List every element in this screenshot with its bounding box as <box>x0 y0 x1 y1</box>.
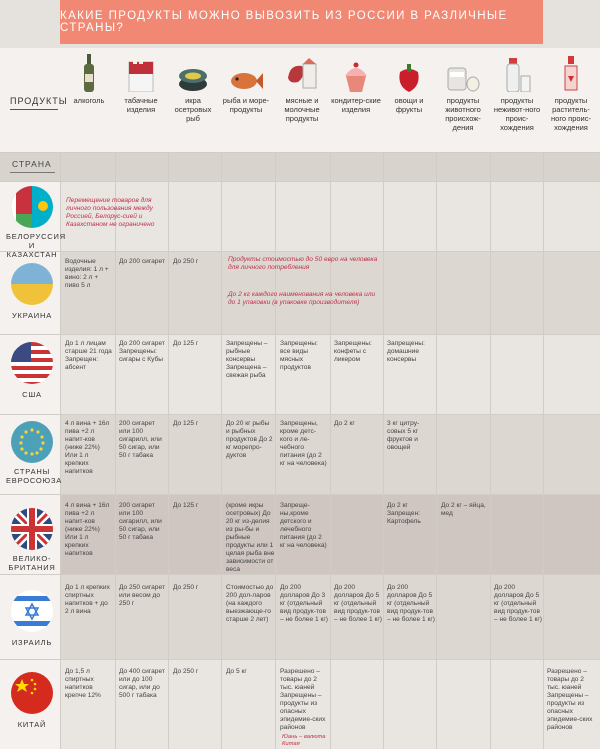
cell-usa-tobacco: До 200 сигарет Запрещены: сигары с Кубы <box>119 340 165 363</box>
cell-israel-sweets: До 200 долларов До 5 кг (отдельный вид п… <box>334 584 382 623</box>
pepper-icon <box>392 54 426 92</box>
cell-uk-caviar: До 125 г <box>173 502 199 509</box>
column-plant: продукты раститель-ного проис-хождения <box>545 54 597 132</box>
page-title: Какие продукты можно вывозить из России … <box>60 0 543 44</box>
column-meat-milk: мясные и молочные продукты <box>274 54 330 123</box>
ukraine-flag-icon <box>11 263 53 305</box>
cell-uk-meat: Запреще-ны,кроме детского и лечебного пи… <box>280 502 327 549</box>
eu-flag-icon <box>11 421 53 463</box>
column-alcohol: алкоголь <box>64 54 114 105</box>
cell-usa-caviar: До 125 г <box>173 340 199 347</box>
cupcake-icon <box>339 54 373 92</box>
cell-usa-meat: Запрещены: все виды мясных продуктов <box>280 340 318 371</box>
oil-bottle-icon <box>554 54 588 92</box>
cell-uk-fish: (кроме икры осетровых) До 20 кг из-делия… <box>226 502 275 573</box>
note-china-yuan: Юань – валюта Китая <box>282 734 326 747</box>
cell-uk-animal: До 2 кг – яйца, мед <box>441 502 486 517</box>
cell-israel-fish: Стоимостью до 200 дол-ларов (на каждого … <box>226 584 274 623</box>
cell-israel-tobacco: До 250 сигарет или весом до 250 г <box>119 584 165 607</box>
cell-eu-sweets: До 2 кг <box>334 420 355 427</box>
note-ukraine-2: До 2 кг каждого наименования на человека… <box>228 291 376 306</box>
column-fish: рыба и море-продукты <box>220 54 272 114</box>
cell-eu-alcohol: 4 л вина + 16л пива +2 л напит-ков (ниже… <box>65 420 110 475</box>
cell-eu-tobacco: 200 сигарет или 100 сигарилл, или 50 сиг… <box>119 420 162 459</box>
column-caviar: икра осетровых рыб <box>168 54 218 123</box>
cell-israel-caviar: До 250 г <box>173 584 199 591</box>
row-usa <box>0 334 600 414</box>
cell-eu-fish: До 20 кг рыбы и рыбных продуктов До 2 кг… <box>226 420 273 459</box>
cell-uk-veg: До 2 кг Запрещен: Картофель <box>387 502 421 525</box>
cell-china-caviar: До 250 г <box>173 668 199 675</box>
cell-usa-fish: Запрещены – рыбные консервы Запрещена – … <box>226 340 268 379</box>
row-belarus-kazakhstan <box>0 181 600 251</box>
country-israel: ИЗРАИЛЬ <box>6 590 58 647</box>
products-header <box>0 48 600 152</box>
cell-ukraine-tobacco: До 200 сигарет <box>119 258 165 265</box>
cell-usa-alcohol: До 1 л лицам старше 21 года Запрещен: аб… <box>65 340 112 371</box>
caviar-can-icon <box>176 54 210 92</box>
salt-icon <box>500 54 534 92</box>
cell-usa-veg: Запрещены: домашние консервы <box>387 340 425 363</box>
honey-egg-icon <box>446 54 480 92</box>
cell-china-plant: Разрешено – товары до 2 тыс. юаней Запре… <box>547 668 593 731</box>
cell-china-tobacco: До 400 сигарет или до 100 сигар, или до … <box>119 668 165 699</box>
country-label: СТРАНА <box>12 159 52 169</box>
cell-israel-veg: До 200 долларов До 5 кг (отдельный вид п… <box>387 584 435 623</box>
products-label: ПРОДУКТЫ <box>10 96 68 106</box>
cell-ukraine-alcohol: Водочные изделия: 1 л + вино: 2 л + пиво… <box>65 258 109 289</box>
row-eu <box>0 414 600 494</box>
cell-israel-nonanimal: До 200 долларов До 5 кг (отдельный вид п… <box>494 584 542 623</box>
country-eu: СТРАНЫ ЕВРОСОЮЗА <box>6 421 61 485</box>
cell-eu-caviar: До 125 г <box>173 420 199 427</box>
column-sweets: кондитер-ские изделия <box>331 54 381 114</box>
cigarette-pack-icon <box>124 54 158 92</box>
bottle-icon <box>72 54 106 92</box>
china-flag-icon <box>11 672 53 714</box>
meat-milk-icon <box>285 54 319 92</box>
cell-china-fish: До 5 кг <box>226 668 247 675</box>
column-tobacco: табачные изделия <box>116 54 166 114</box>
note-belarus: Перемещение товаров для личного пользова… <box>66 197 155 228</box>
column-vegetables: овощи и фрукты <box>384 54 434 114</box>
cell-china-meat: Разрешено – товары до 2 тыс. юаней Запре… <box>280 668 326 731</box>
note-ukraine-1: Продукты стоимостью до 50 евро на челове… <box>228 256 378 271</box>
belarus-kazakhstan-flag-icon <box>11 186 53 228</box>
cell-eu-veg: 3 кг цитру-совых 5 кг фруктов и овощей <box>387 420 420 451</box>
cell-ukraine-caviar: До 250 г <box>173 258 199 265</box>
cell-uk-alcohol: 4 л вина + 16л пива +2 л напит-ков (ниже… <box>65 502 110 557</box>
country-china: КИТАЙ <box>6 672 58 729</box>
usa-flag-icon <box>11 342 53 384</box>
divider <box>10 109 58 110</box>
country-ukraine: УКРАИНА <box>6 263 58 320</box>
country-belarus-kazakhstan: БЕЛОРУССИЯ И КАЗАХСТАН <box>6 186 65 259</box>
cell-usa-sweets: Запрещены: конфеты с ликером <box>334 340 372 363</box>
cell-israel-alcohol: До 1 л крепких спиртных напитков + до 2 … <box>65 584 110 615</box>
country-usa: США <box>6 342 58 399</box>
israel-flag-icon <box>11 590 53 632</box>
column-non-animal: продукты неживот-ного проис-хождения <box>491 54 543 132</box>
column-animal: продукты животного происхож-дения <box>436 54 490 132</box>
divider <box>10 172 55 173</box>
country-uk: ВЕЛИКО-БРИТАНИЯ <box>6 508 58 572</box>
fish-icon <box>229 54 263 92</box>
uk-flag-icon <box>11 508 53 550</box>
cell-israel-meat: До 200 долларов До 3 кг (отдельный вид п… <box>280 584 328 623</box>
cell-eu-meat: Запрещены, кроме детс-кого и ле-чебного … <box>280 420 327 467</box>
cell-china-alcohol: До 1,5 л спиртных напитков крепче 12% <box>65 668 101 699</box>
row-israel <box>0 574 600 659</box>
cell-uk-tobacco: 200 сигарет или 100 сигарилл, или 50 сиг… <box>119 502 162 541</box>
country-header-row <box>0 152 600 181</box>
